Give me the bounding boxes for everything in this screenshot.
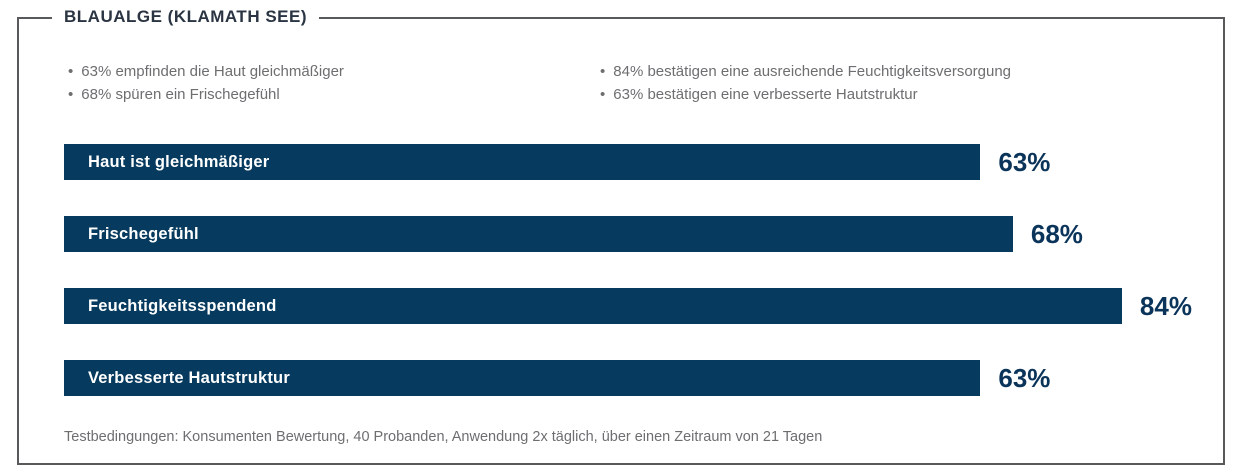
bar-label: Frischegefühl: [88, 224, 199, 243]
bullet-item: • 84% bestätigen eine ausreichende Feuch…: [600, 60, 1200, 83]
bullet-icon: •: [600, 86, 606, 103]
bullet-icon: •: [600, 63, 606, 80]
bar-chart: Haut ist gleichmäßiger 63% Frischegefühl…: [64, 144, 1224, 432]
bar-value-label: 84%: [1139, 290, 1192, 321]
summary-bullets: • 63% empfinden die Haut gleichmäßiger •…: [68, 60, 1200, 106]
bullet-icon: •: [68, 63, 74, 80]
bullet-icon: •: [68, 86, 74, 103]
section-title: BLAUALGE (KLAMATH SEE): [52, 7, 319, 27]
bar-verbesserte-hautstruktur: Verbesserte Hautstruktur: [64, 360, 981, 396]
bar-label: Haut ist gleichmäßiger: [88, 152, 270, 171]
bar-value-label: 63%: [998, 362, 1051, 393]
bar-row: Haut ist gleichmäßiger 63%: [64, 144, 1224, 180]
bullet-text: 63% empfinden die Haut gleichmäßiger: [81, 63, 344, 80]
bar-haut-ist-gleichmaessiger: Haut ist gleichmäßiger: [64, 144, 981, 180]
bar-row: Feuchtigkeitsspendend 84%: [64, 288, 1224, 324]
bullet-text: 63% bestätigen eine verbesserte Hautstru…: [613, 86, 918, 103]
outline-frame: [17, 17, 1225, 465]
bar-row: Frischegefühl 68%: [64, 216, 1224, 252]
test-conditions-footnote: Testbedingungen: Konsumenten Bewertung, …: [64, 429, 823, 445]
bullet-column-right: • 84% bestätigen eine ausreichende Feuch…: [600, 60, 1200, 106]
bullet-text: 84% bestätigen eine ausreichende Feuchti…: [613, 63, 1012, 80]
bullet-item: • 63% bestätigen eine verbesserte Hautst…: [600, 83, 1200, 106]
bar-label: Feuchtigkeitsspendend: [88, 296, 277, 315]
bar-feuchtigkeitsspendend: Feuchtigkeitsspendend: [64, 288, 1122, 324]
bullet-item: • 63% empfinden die Haut gleichmäßiger: [68, 60, 600, 83]
bullet-item: • 68% spüren ein Frischegefühl: [68, 83, 600, 106]
bar-row: Verbesserte Hautstruktur 63%: [64, 360, 1224, 396]
bar-value-label: 63%: [998, 146, 1051, 177]
bullet-text: 68% spüren ein Frischegefühl: [81, 86, 280, 103]
bar-value-label: 68%: [1030, 218, 1083, 249]
bar-frischegefuehl: Frischegefühl: [64, 216, 1013, 252]
bullet-column-left: • 63% empfinden die Haut gleichmäßiger •…: [68, 60, 600, 106]
bar-label: Verbesserte Hautstruktur: [88, 368, 290, 387]
